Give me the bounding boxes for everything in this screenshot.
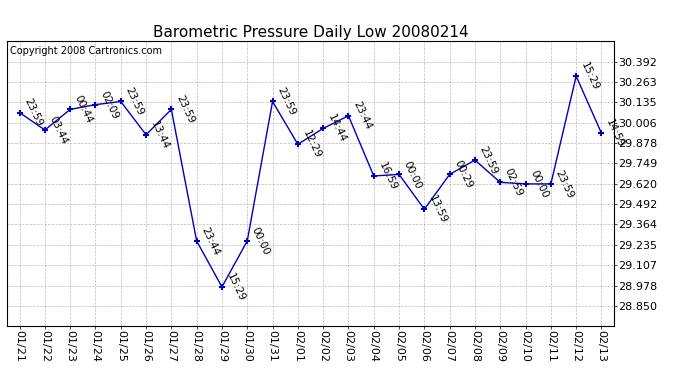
Text: 23:59: 23:59	[553, 168, 575, 200]
Text: 23:44: 23:44	[199, 225, 221, 257]
Text: 02:59: 02:59	[503, 167, 525, 198]
Text: 00:29: 00:29	[453, 159, 474, 190]
Text: 16:59: 16:59	[377, 160, 398, 192]
Text: 00:00: 00:00	[402, 159, 424, 190]
Text: 12:29: 12:29	[301, 129, 322, 160]
Text: 23:59: 23:59	[477, 144, 500, 176]
Text: 23:59: 23:59	[124, 86, 146, 117]
Text: 14:44: 14:44	[326, 113, 348, 144]
Text: 03:44: 03:44	[48, 114, 70, 146]
Text: 00:44: 00:44	[73, 94, 95, 125]
Title: Barometric Pressure Daily Low 20080214: Barometric Pressure Daily Low 20080214	[152, 25, 469, 40]
Text: 00:00: 00:00	[529, 169, 550, 200]
Text: 14:59: 14:59	[604, 117, 626, 149]
Text: 13:59: 13:59	[427, 194, 449, 225]
Text: 23:59: 23:59	[174, 94, 196, 125]
Text: 02:09: 02:09	[98, 89, 120, 120]
Text: 15:29: 15:29	[579, 60, 601, 92]
Text: 23:44: 23:44	[351, 100, 373, 132]
Text: 15:29: 15:29	[225, 271, 246, 303]
Text: 23:59: 23:59	[22, 97, 44, 129]
Text: 13:44: 13:44	[149, 119, 170, 151]
Text: 00:00: 00:00	[250, 226, 272, 257]
Text: Copyright 2008 Cartronics.com: Copyright 2008 Cartronics.com	[10, 45, 162, 56]
Text: 23:59: 23:59	[275, 86, 297, 117]
